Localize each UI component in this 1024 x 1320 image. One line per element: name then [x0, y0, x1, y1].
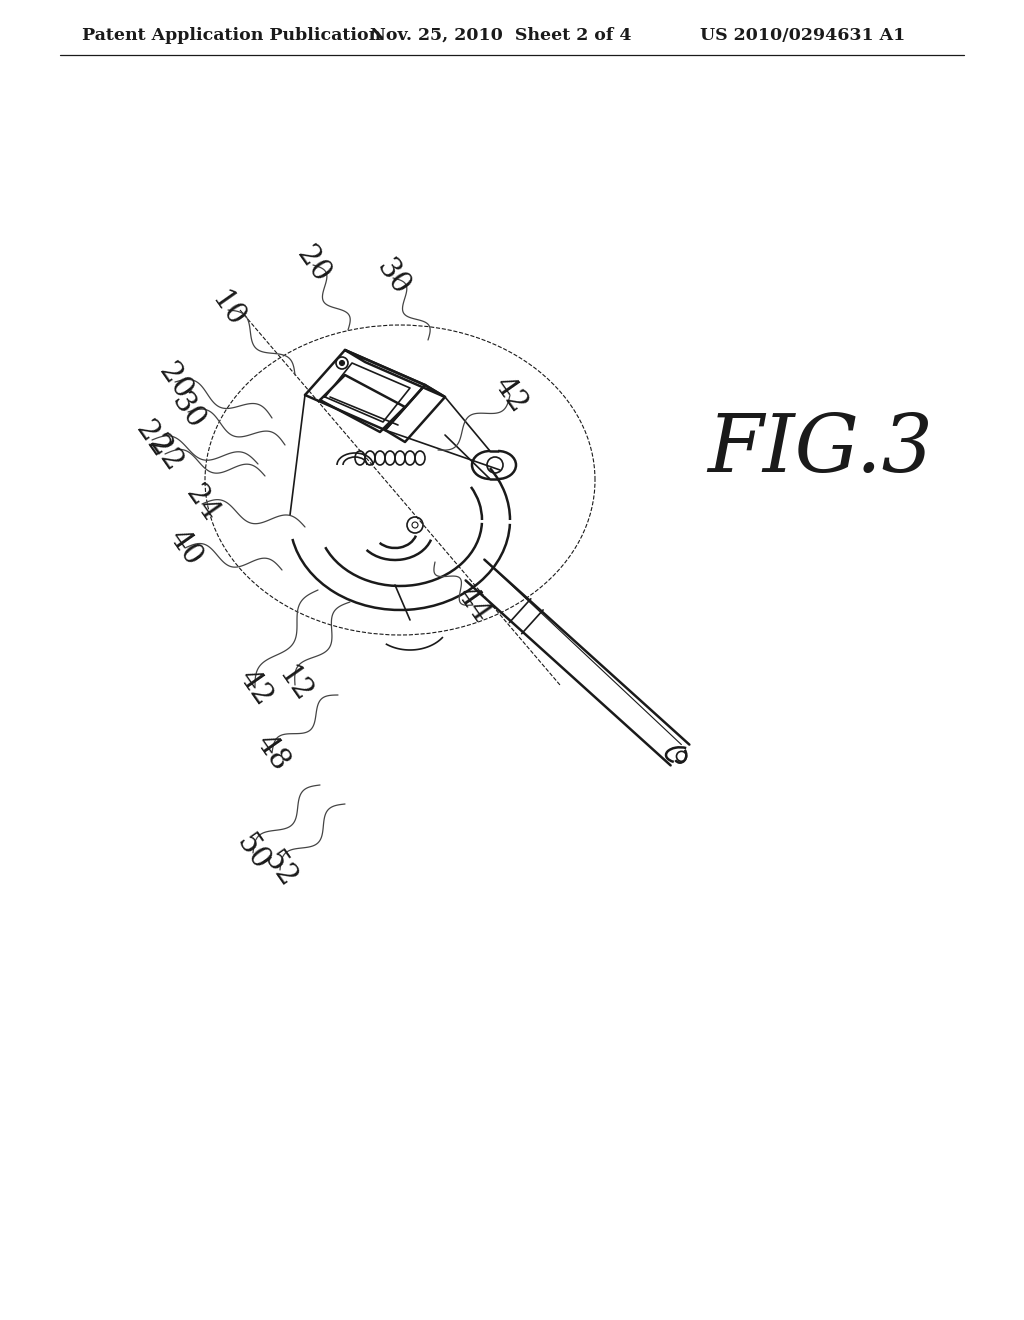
- Text: 48: 48: [250, 730, 294, 776]
- Text: 44: 44: [451, 582, 495, 628]
- Text: 42: 42: [487, 372, 532, 418]
- Circle shape: [340, 360, 344, 366]
- Text: 24: 24: [180, 480, 224, 527]
- Text: 52: 52: [258, 847, 302, 894]
- Text: 50: 50: [231, 830, 275, 876]
- Text: 20: 20: [153, 359, 197, 405]
- Text: 22: 22: [143, 430, 187, 478]
- Text: US 2010/0294631 A1: US 2010/0294631 A1: [700, 26, 905, 44]
- Text: Nov. 25, 2010  Sheet 2 of 4: Nov. 25, 2010 Sheet 2 of 4: [370, 26, 632, 44]
- Text: FIG.3: FIG.3: [707, 412, 933, 488]
- Text: 22: 22: [130, 417, 174, 463]
- Text: 10: 10: [206, 286, 250, 333]
- Text: 12: 12: [273, 661, 317, 709]
- Text: 20: 20: [291, 242, 335, 288]
- Text: 30: 30: [371, 255, 415, 301]
- Text: 30: 30: [166, 389, 210, 436]
- Text: 42: 42: [232, 665, 278, 711]
- Text: Patent Application Publication: Patent Application Publication: [82, 26, 381, 44]
- Text: 40: 40: [163, 525, 207, 572]
